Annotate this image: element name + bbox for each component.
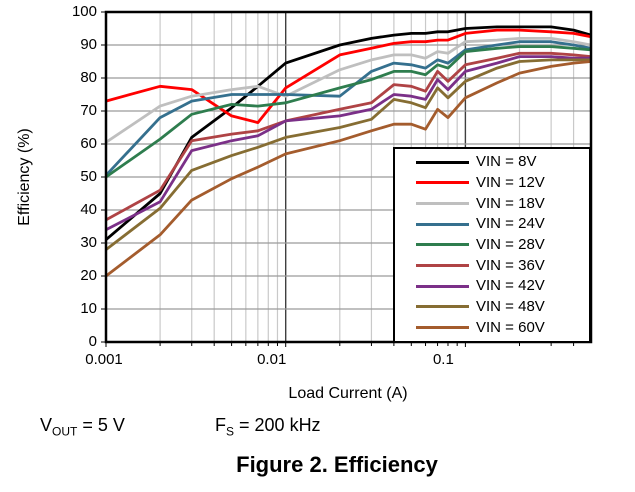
series-line-36v [105,51,592,222]
y-tick-label: 70 [80,102,97,119]
legend-label: VIN = 48V [476,297,545,315]
series-line-28v [105,45,592,179]
legend-line-swatch [416,305,469,309]
plot-frame [104,10,593,344]
legend-label: VIN = 36V [476,256,545,274]
legend-label: VIN = 12V [476,173,545,191]
vout-annotation: VOUT = 5 V [40,415,125,439]
legend-label: VIN = 18V [476,194,545,212]
legend-box: VIN = 8V VIN = 12V VIN = 18V VIN = 24V VIN =… [393,147,591,343]
legend-entry: VIN = 28V [395,235,589,255]
y-tick-label: 90 [80,36,97,53]
legend-line-swatch [416,222,469,226]
series-line-48v [105,58,592,252]
legend-entry: VIN = 8V [395,152,589,172]
legend-line-swatch [416,243,469,247]
fs-subscript: S [226,424,235,439]
legend-entry: VIN = 24V [395,214,589,234]
fs-base: F [215,415,226,435]
series-line-24v [105,40,592,177]
legend-line-swatch [416,326,469,330]
legend-label: VIN = 8V [476,153,537,171]
legend-label: VIN = 42V [476,277,545,295]
legend-entry: VIN = 48V [395,297,589,317]
fs-value: = 200 kHz [234,415,321,435]
legend-line-swatch [416,202,469,206]
x-tick-label: 0.001 [85,351,123,368]
y-tick-label: 20 [80,267,97,284]
series-line-60v [105,60,592,278]
x-tick-label: 0.01 [257,351,287,368]
y-tick-label: 40 [80,201,97,218]
series-line-18v [105,37,592,144]
y-tick-label: 30 [80,234,97,251]
series-line-12v [105,28,592,124]
y-tick-label: 10 [80,300,97,317]
y-tick-label: 60 [80,135,97,152]
figure-caption: Figure 2. Efficiency [236,452,438,477]
vout-subscript: OUT [52,424,78,439]
legend-entry: VIN = 42V [395,276,589,296]
legend-label: VIN = 28V [476,235,545,253]
x-tick-label: 0.1 [432,351,454,368]
x-axis-title: Load Current (A) [288,385,408,402]
y-axis-title: Efficiency (%) [16,128,33,226]
legend-line-swatch [416,264,469,268]
y-tick-label: 50 [80,168,97,185]
legend-entry: VIN = 60V [395,318,589,338]
series-line-8v [105,25,592,242]
legend-entry: VIN = 36V [395,256,589,276]
y-tick-label: 80 [80,69,97,86]
legend-entry: VIN = 18V [395,194,589,214]
legend-line-swatch [416,284,469,288]
fs-annotation: FS = 200 kHz [215,415,321,439]
y-tick-label: 0 [88,333,97,350]
vout-value: = 5 V [77,415,125,435]
y-tick-label: 100 [71,3,97,20]
vout-base: V [40,415,53,435]
legend-label: VIN = 60V [476,318,545,336]
series-line-42v [105,55,592,232]
legend-line-swatch [416,160,469,164]
legend-entry: VIN = 12V [395,173,589,193]
legend-line-swatch [416,181,469,185]
legend-label: VIN = 24V [476,215,545,233]
